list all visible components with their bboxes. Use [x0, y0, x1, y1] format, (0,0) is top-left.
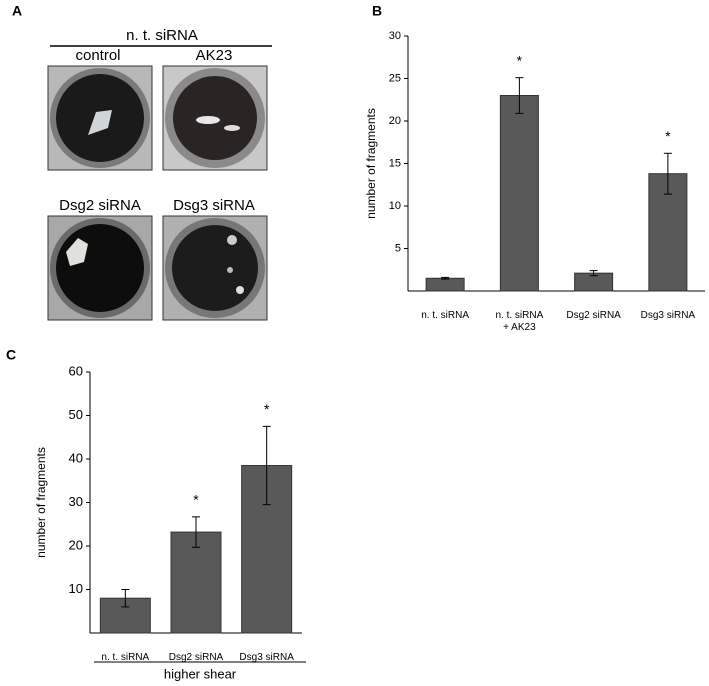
- y-tick-label: 5: [395, 242, 401, 254]
- x-tick-label: Dsg2 siRNA: [566, 310, 621, 321]
- bar: [170, 531, 222, 634]
- image-label: Dsg2 siRNA: [59, 197, 141, 214]
- panel-label: C: [6, 347, 16, 363]
- y-axis-label: number of fragments: [364, 108, 378, 219]
- y-tick-label: 50: [69, 407, 83, 422]
- image-label: control: [75, 47, 120, 64]
- significance-mark: *: [517, 52, 523, 68]
- y-tick-label: 30: [69, 494, 83, 509]
- panel-label: A: [12, 3, 22, 19]
- y-tick-label: 15: [389, 157, 401, 169]
- well-photo: [162, 215, 268, 321]
- x-axis-label: higher shear: [164, 666, 237, 681]
- well-photo: [162, 65, 268, 171]
- x-tick-label: n. t. siRNA: [421, 310, 470, 321]
- y-tick-label: 20: [389, 115, 401, 127]
- significance-mark: *: [665, 128, 671, 144]
- y-tick-label: 60: [69, 363, 83, 378]
- image-label: Dsg3 siRNA: [173, 197, 255, 214]
- y-tick-label: 25: [389, 72, 401, 84]
- x-tick-label: n. t. siRNA: [101, 652, 150, 663]
- x-tick-label: Dsg2 siRNA: [168, 652, 224, 663]
- well-photo: [47, 215, 153, 321]
- y-axis-label: number of fragments: [34, 447, 48, 558]
- significance-mark: *: [193, 492, 199, 508]
- panel-label: B: [372, 3, 382, 19]
- x-tick-label: Dsg3 siRNA: [239, 652, 294, 663]
- significance-mark: *: [264, 401, 270, 417]
- panel-a-header: n. t. siRNA: [126, 27, 198, 44]
- x-tick-label: n. t. siRNA + AK23: [495, 310, 544, 333]
- image-label: AK23: [196, 47, 233, 64]
- y-tick-label: 10: [389, 200, 401, 212]
- y-tick-label: 30: [389, 30, 401, 42]
- bar: [425, 277, 465, 292]
- well-photo: [47, 65, 153, 171]
- bar: [499, 95, 539, 292]
- y-tick-label: 20: [69, 537, 83, 552]
- y-tick-label: 10: [69, 581, 83, 596]
- y-tick-label: 40: [69, 450, 83, 465]
- x-tick-label: Dsg3 siRNA: [640, 310, 696, 321]
